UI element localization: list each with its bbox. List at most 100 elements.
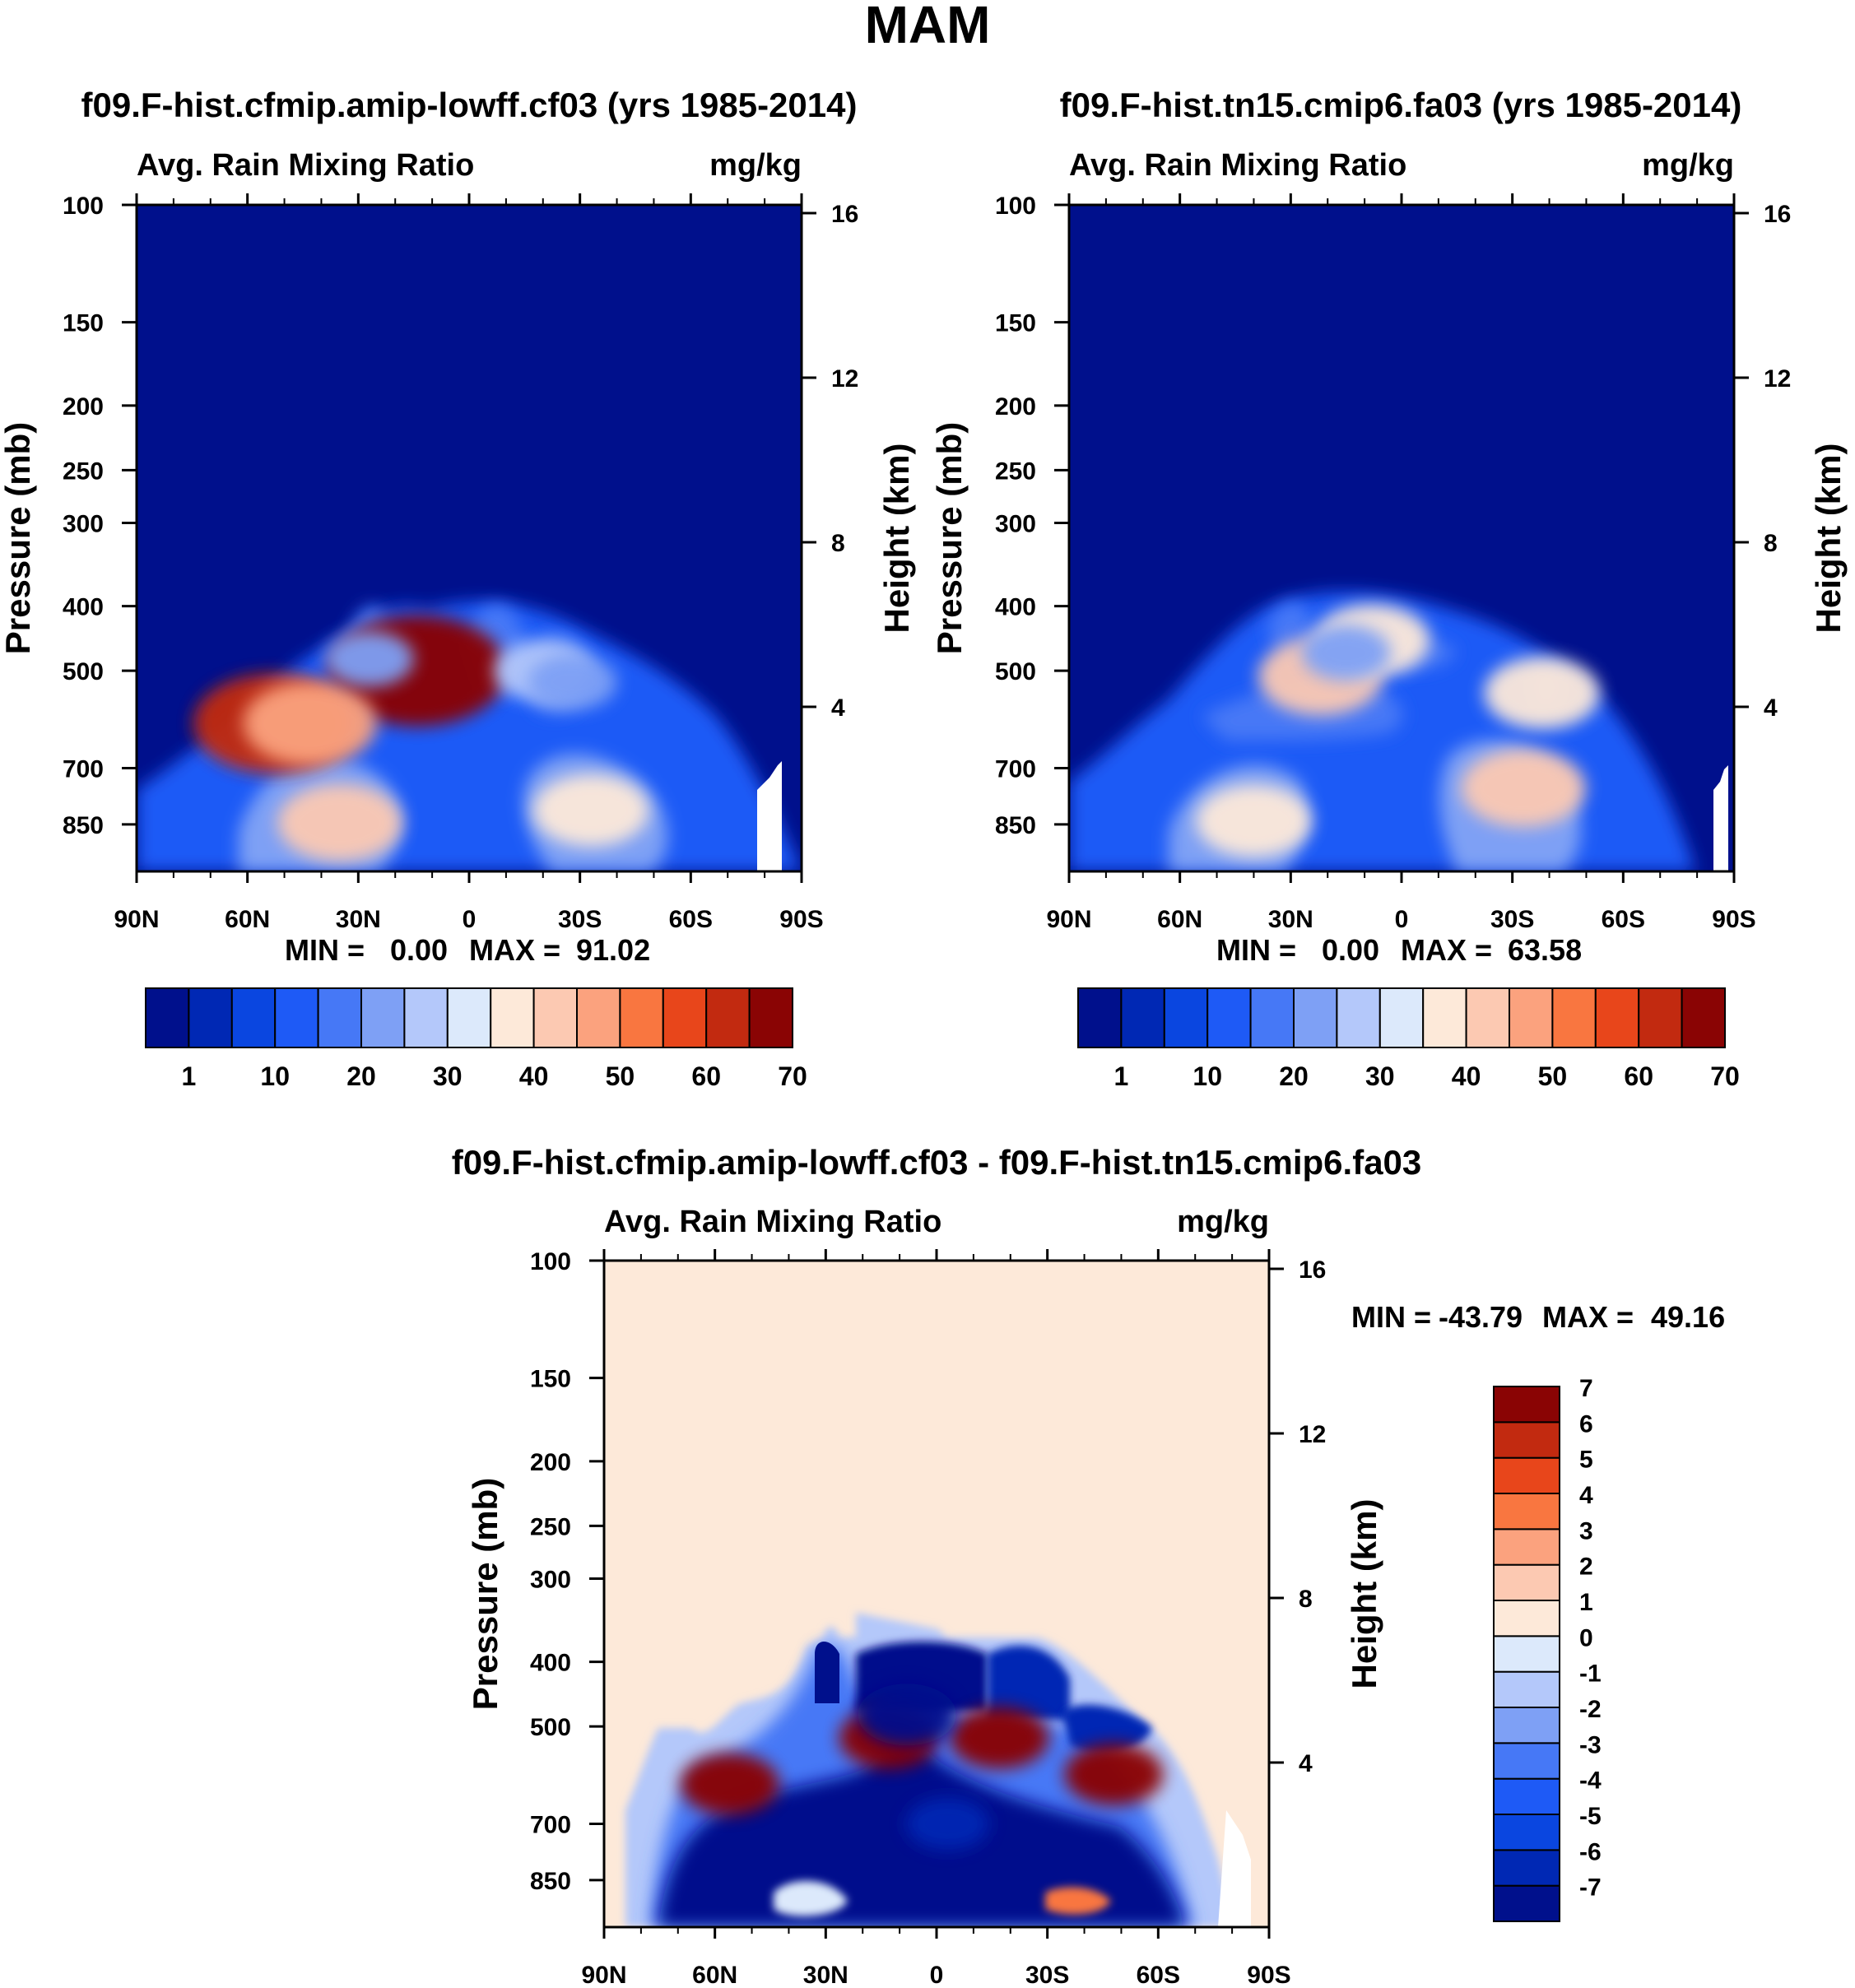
colorbar-swatch: [1493, 1563, 1560, 1601]
panel-title: f09.F-hist.cfmip.amip-lowff.cf03 (yrs 19…: [81, 86, 858, 124]
x-tick-label: 0: [930, 1962, 944, 1988]
height-tick-label: 12: [1764, 365, 1791, 392]
field-feature-0: [277, 783, 402, 862]
lower-negative-band: [1062, 1704, 1152, 1753]
colorbar-label: 30: [1365, 1061, 1395, 1091]
colorbar-swatch: [1493, 1742, 1560, 1780]
y-tick-label: 100: [63, 193, 104, 220]
y-axis-label: Pressure (mb): [0, 422, 37, 654]
positive-low-west: [774, 1881, 848, 1916]
colorbar-label: -1: [1579, 1661, 1602, 1688]
height-tick-label: 16: [1764, 201, 1791, 228]
height-tick-label: 4: [831, 694, 845, 722]
colorbar-label: 7: [1579, 1375, 1593, 1402]
y-axis-label: Pressure (mb): [466, 1478, 504, 1710]
colorbar-swatch: [403, 987, 449, 1048]
colorbar-label: 3: [1579, 1517, 1593, 1544]
colorbar-swatch: [1422, 987, 1467, 1048]
colorbar-swatch: [619, 987, 664, 1048]
colorbar-label: 50: [606, 1061, 635, 1091]
x-tick-label: 60S: [1602, 906, 1645, 933]
colorbar-swatch: [446, 987, 492, 1048]
field-feature-7: [324, 631, 414, 687]
feature-layer: [193, 615, 649, 862]
field-feature-4: [858, 1684, 957, 1746]
x-tick-label: 60S: [669, 906, 713, 933]
x-tick-label: 90S: [1712, 906, 1755, 933]
units-label: mg/kg: [709, 148, 802, 183]
height-tick-label: 4: [1299, 1750, 1313, 1777]
colorbar-label: 1: [1579, 1589, 1593, 1616]
colorbar-swatch: [1493, 1707, 1560, 1744]
min-label: MIN =: [1216, 933, 1296, 967]
y-tick-label: 250: [995, 458, 1036, 485]
colorbar-swatch: [532, 987, 578, 1048]
colorbar-label: 40: [1452, 1061, 1481, 1091]
plot-area: [137, 205, 802, 871]
field-feature-5: [1301, 625, 1391, 681]
colorbar-label: 20: [346, 1061, 376, 1091]
missing-data: [1218, 1810, 1251, 1927]
y-tick-label: 850: [995, 812, 1036, 839]
figure-title: MAM: [865, 0, 991, 54]
colorbar-swatch: [360, 987, 406, 1048]
colorbar-swatch: [1493, 1421, 1560, 1459]
x-tick-label: 0: [1395, 906, 1409, 933]
height-tick-label: 4: [1764, 694, 1778, 722]
colorbar-swatch: [1493, 1635, 1560, 1673]
panel-title: f09.F-hist.cfmip.amip-lowff.cf03 - f09.F…: [452, 1143, 1422, 1182]
feature-layer: [680, 1684, 1164, 1851]
max-label: MAX =: [469, 933, 560, 967]
colorbar-swatch: [145, 987, 190, 1048]
colorbar-swatch: [317, 987, 363, 1048]
colorbar-swatch: [1551, 987, 1597, 1048]
max-label: MAX =: [1542, 1300, 1634, 1334]
colorbar-label: 30: [433, 1061, 463, 1091]
x-tick-label: 30N: [803, 1962, 848, 1988]
height-tick-label: 16: [831, 201, 858, 228]
panel-1: f09.F-hist.cfmip.amip-lowff.cf03 (yrs 19…: [0, 86, 916, 1091]
max-value: 49.16: [1651, 1300, 1725, 1334]
y-tick-label: 200: [530, 1449, 571, 1476]
colorbar-swatch: [1120, 987, 1165, 1048]
colorbar-swatch: [188, 987, 233, 1048]
height-tick-label: 8: [831, 530, 845, 557]
colorbar-swatch: [705, 987, 751, 1048]
variable-label: Avg. Rain Mixing Ratio: [604, 1205, 941, 1239]
y-tick-label: 250: [63, 458, 104, 485]
field-feature-6: [528, 654, 617, 710]
field-feature-3: [243, 681, 377, 765]
colorbar-label: 2: [1579, 1554, 1593, 1581]
colorbar-label: 1: [182, 1061, 197, 1091]
field-feature-4: [532, 773, 649, 847]
field-feature-3: [1064, 1743, 1164, 1805]
colorbar-label: 6: [1579, 1410, 1593, 1438]
x-tick-label: 30S: [1490, 906, 1534, 933]
variable-label: Avg. Rain Mixing Ratio: [1069, 148, 1406, 183]
axes: 90N 60N 30N 0 30S 60S 90S 100 150 200 250 300 400 500…: [995, 193, 1791, 933]
x-tick-label: 30N: [336, 906, 381, 933]
max-value: 63.58: [1508, 933, 1582, 967]
x-tick-label: 60N: [225, 906, 270, 933]
colorbar-swatch: [230, 987, 277, 1048]
colorbar-swatch: [1493, 1849, 1560, 1887]
colorbar-label: 20: [1279, 1061, 1309, 1091]
min-label: MIN =: [285, 933, 365, 967]
colorbar-swatch: [1493, 1493, 1560, 1530]
max-value: 91.02: [576, 933, 650, 967]
positive-low-east: [1045, 1887, 1111, 1915]
upper-negative-core-3: [988, 1646, 1070, 1720]
colorbar: 1 10 20 30 40 50 60 70: [145, 987, 807, 1091]
y-tick-label: 500: [995, 658, 1036, 685]
y-tick-label: 500: [530, 1714, 571, 1741]
y-tick-label: 300: [63, 510, 104, 537]
colorbar-label: 5: [1579, 1447, 1593, 1474]
colorbar-swatch: [1493, 1814, 1560, 1851]
height-tick-label: 16: [1299, 1256, 1326, 1284]
colorbar-label: 1: [1114, 1061, 1129, 1091]
min-max-stats: MIN = 0.00 MAX = 91.02: [285, 933, 650, 967]
x-tick-label: 90S: [1247, 1962, 1290, 1988]
units-label: mg/kg: [1177, 1205, 1269, 1239]
colorbar-label: 40: [519, 1061, 549, 1091]
